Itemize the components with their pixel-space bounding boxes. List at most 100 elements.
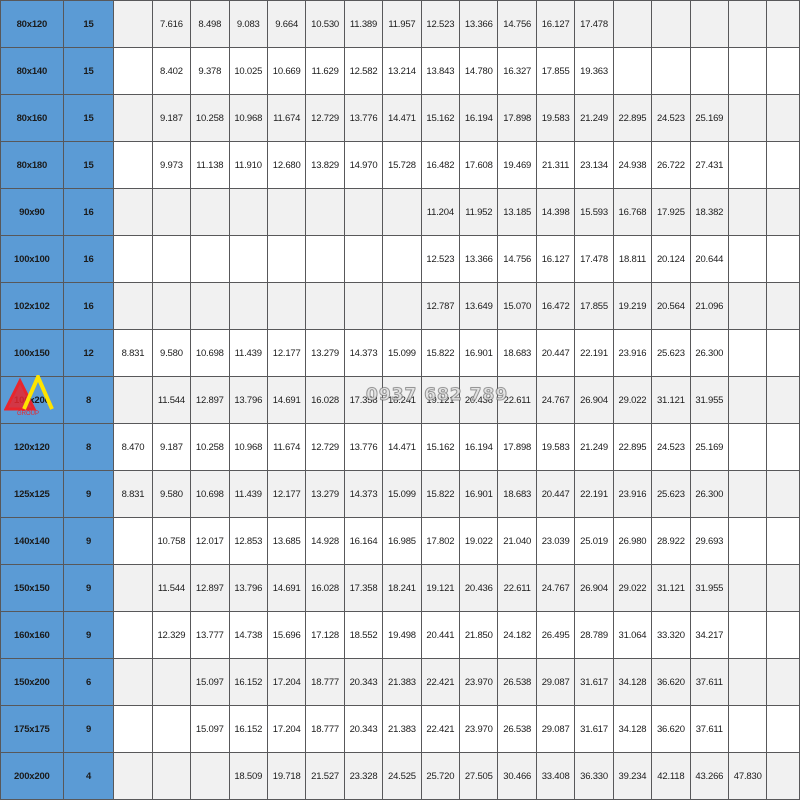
data-cell[interactable]: 15.070	[497, 282, 537, 330]
data-cell[interactable]: 34.128	[612, 658, 653, 706]
data-cell[interactable]	[728, 423, 768, 471]
data-cell[interactable]: 37.611	[689, 705, 730, 753]
data-cell[interactable]: 31.064	[612, 611, 653, 659]
data-cell[interactable]: 16.482	[420, 141, 461, 189]
row-count-cell[interactable]: 9	[62, 517, 115, 565]
data-cell[interactable]: 7.616	[151, 0, 192, 48]
data-cell[interactable]	[151, 282, 192, 330]
data-cell[interactable]: 9.187	[151, 423, 192, 471]
data-cell[interactable]: 31.617	[574, 658, 614, 706]
row-count-cell[interactable]: 15	[62, 94, 115, 142]
data-cell[interactable]: 19.583	[535, 423, 576, 471]
data-cell[interactable]	[113, 376, 153, 424]
data-cell[interactable]: 24.767	[535, 376, 576, 424]
data-cell[interactable]: 11.952	[459, 188, 499, 236]
data-cell[interactable]: 20.644	[689, 235, 730, 283]
data-cell[interactable]: 12.787	[420, 282, 461, 330]
data-cell[interactable]: 14.373	[343, 470, 384, 518]
data-cell[interactable]: 21.096	[689, 282, 730, 330]
data-cell[interactable]: 12.177	[266, 329, 307, 377]
data-cell[interactable]: 16.164	[343, 517, 384, 565]
data-cell[interactable]: 15.097	[190, 705, 230, 753]
data-cell[interactable]	[266, 235, 307, 283]
data-cell[interactable]: 16.985	[382, 517, 422, 565]
data-cell[interactable]: 20.124	[651, 235, 691, 283]
data-cell[interactable]	[766, 188, 800, 236]
data-cell[interactable]: 13.685	[266, 517, 307, 565]
data-cell[interactable]: 19.121	[420, 564, 461, 612]
data-cell[interactable]	[728, 141, 768, 189]
row-count-cell[interactable]: 9	[62, 564, 115, 612]
data-cell[interactable]: 12.177	[266, 470, 307, 518]
data-cell[interactable]: 28.789	[574, 611, 614, 659]
data-cell[interactable]: 20.343	[343, 658, 384, 706]
row-count-cell[interactable]: 6	[62, 658, 115, 706]
data-cell[interactable]: 9.973	[151, 141, 192, 189]
data-cell[interactable]: 17.802	[420, 517, 461, 565]
data-cell[interactable]	[113, 188, 153, 236]
data-cell[interactable]: 22.611	[497, 376, 537, 424]
data-cell[interactable]: 12.523	[420, 0, 461, 48]
data-cell[interactable]: 15.822	[420, 329, 461, 377]
data-cell[interactable]	[151, 658, 192, 706]
data-cell[interactable]: 17.925	[651, 188, 691, 236]
data-cell[interactable]	[728, 329, 768, 377]
data-cell[interactable]: 8.831	[113, 329, 153, 377]
row-count-cell[interactable]: 4	[62, 752, 115, 800]
data-cell[interactable]: 16.028	[305, 376, 345, 424]
data-cell[interactable]: 24.525	[382, 752, 422, 800]
data-cell[interactable]	[689, 47, 730, 95]
data-cell[interactable]: 17.898	[497, 94, 537, 142]
data-cell[interactable]: 33.408	[535, 752, 576, 800]
row-size-label[interactable]: 80x160	[0, 94, 64, 142]
data-cell[interactable]: 14.373	[343, 329, 384, 377]
data-cell[interactable]: 13.777	[190, 611, 230, 659]
data-cell[interactable]: 11.389	[343, 0, 384, 48]
data-cell[interactable]: 16.901	[459, 329, 499, 377]
data-cell[interactable]: 16.901	[459, 470, 499, 518]
data-cell[interactable]: 14.691	[266, 376, 307, 424]
table-row[interactable]: 102x102 16 12.787 13.649 15.070 16.472 17.855 1…	[0, 282, 800, 330]
data-cell[interactable]: 20.436	[459, 376, 499, 424]
data-cell[interactable]: 31.121	[651, 564, 691, 612]
data-cell[interactable]: 20.447	[535, 329, 576, 377]
data-cell[interactable]	[382, 235, 422, 283]
data-cell[interactable]	[190, 282, 230, 330]
table-row[interactable]: 200x200 4 18.509 19.718 21.527 23.328 24.525 25…	[0, 752, 800, 800]
data-cell[interactable]: 22.421	[420, 705, 461, 753]
table-row[interactable]: 175x175 9 15.097 16.152 17.204 18.777 20.343 21…	[0, 705, 800, 753]
table-row[interactable]: 150x200 6 15.097 16.152 17.204 18.777 20.343 21…	[0, 658, 800, 706]
data-cell[interactable]	[113, 94, 153, 142]
data-cell[interactable]: 18.241	[382, 376, 422, 424]
data-cell[interactable]	[612, 47, 653, 95]
data-cell[interactable]: 21.850	[459, 611, 499, 659]
data-cell[interactable]: 12.017	[190, 517, 230, 565]
data-cell[interactable]: 15.162	[420, 423, 461, 471]
data-cell[interactable]: 11.544	[151, 564, 192, 612]
data-cell[interactable]: 15.696	[266, 611, 307, 659]
row-size-label[interactable]: 200x200	[0, 752, 64, 800]
data-cell[interactable]: 20.343	[343, 705, 384, 753]
data-cell[interactable]	[766, 94, 800, 142]
row-size-label[interactable]: 100x150	[0, 329, 64, 377]
data-cell[interactable]: 25.169	[689, 423, 730, 471]
data-cell[interactable]: 21.311	[535, 141, 576, 189]
data-cell[interactable]: 43.266	[689, 752, 730, 800]
data-cell[interactable]: 19.022	[459, 517, 499, 565]
data-cell[interactable]: 16.127	[535, 235, 576, 283]
row-size-label[interactable]: 125x125	[0, 470, 64, 518]
data-cell[interactable]: 31.955	[689, 376, 730, 424]
row-count-cell[interactable]: 12	[62, 329, 115, 377]
data-cell[interactable]: 27.431	[689, 141, 730, 189]
data-cell[interactable]: 22.895	[612, 423, 653, 471]
data-cell[interactable]: 19.498	[382, 611, 422, 659]
data-cell[interactable]	[766, 705, 800, 753]
data-cell[interactable]: 13.185	[497, 188, 537, 236]
table-row[interactable]: 80x120 15 7.616 8.498 9.083 9.664 10.530 11.389…	[0, 0, 800, 48]
data-cell[interactable]: 23.916	[612, 329, 653, 377]
data-cell[interactable]: 8.470	[113, 423, 153, 471]
data-cell[interactable]: 13.829	[305, 141, 345, 189]
data-cell[interactable]: 26.300	[689, 470, 730, 518]
data-cell[interactable]: 26.980	[612, 517, 653, 565]
row-size-label[interactable]: 150x150	[0, 564, 64, 612]
